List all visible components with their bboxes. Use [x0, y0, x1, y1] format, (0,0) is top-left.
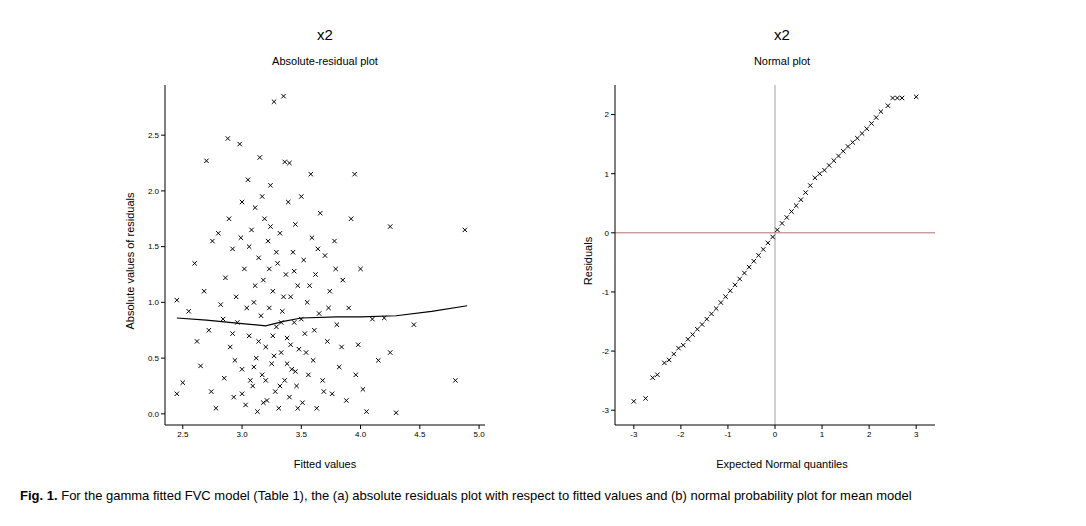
svg-text:5.0: 5.0	[474, 430, 486, 439]
svg-text:-2: -2	[677, 430, 685, 439]
html-text:Absolute-residual plot: Absolute-residual plot	[272, 55, 378, 67]
svg-text:-3: -3	[602, 406, 610, 415]
svg-text:2: 2	[605, 110, 610, 119]
svg-text:-1: -1	[602, 288, 610, 297]
svg-text:0.5: 0.5	[148, 354, 160, 363]
svg-text:3.5: 3.5	[296, 430, 308, 439]
html-text:Expected Normal quantiles: Expected Normal quantiles	[716, 458, 848, 470]
html-text:Normal plot: Normal plot	[753, 55, 811, 67]
svg-text:-1: -1	[724, 430, 732, 439]
svg-text:3.0: 3.0	[236, 430, 248, 439]
svg-text:1.0: 1.0	[148, 298, 160, 307]
svg-text:0: 0	[605, 229, 610, 238]
svg-text:1: 1	[605, 170, 610, 179]
svg-text:1: 1	[820, 430, 825, 439]
html-text:x2: x2	[774, 26, 790, 43]
svg-text:3: 3	[914, 430, 919, 439]
html-text:Absolute values of residuals: Absolute values of residuals	[124, 192, 136, 330]
svg-text:4.0: 4.0	[355, 430, 367, 439]
svg-text:-3: -3	[630, 430, 638, 439]
svg-text:0.0: 0.0	[148, 410, 160, 419]
svg-text:-2: -2	[602, 347, 610, 356]
html-text:Fig. 1. For the gamma fitted F: Fig. 1. For the gamma fitted FVC model (…	[20, 488, 912, 503]
html-text:Fitted values: Fitted values	[293, 458, 357, 470]
svg-text:4.5: 4.5	[414, 430, 426, 439]
svg-text:2: 2	[867, 430, 872, 439]
svg-text:2.5: 2.5	[148, 131, 160, 140]
svg-text:1.5: 1.5	[148, 242, 160, 251]
svg-text:2.0: 2.0	[148, 187, 160, 196]
html-text:Residuals: Residuals	[582, 236, 594, 286]
svg-text:2.5: 2.5	[177, 430, 189, 439]
html-text:x2: x2	[317, 26, 333, 43]
svg-text:0: 0	[773, 430, 778, 439]
